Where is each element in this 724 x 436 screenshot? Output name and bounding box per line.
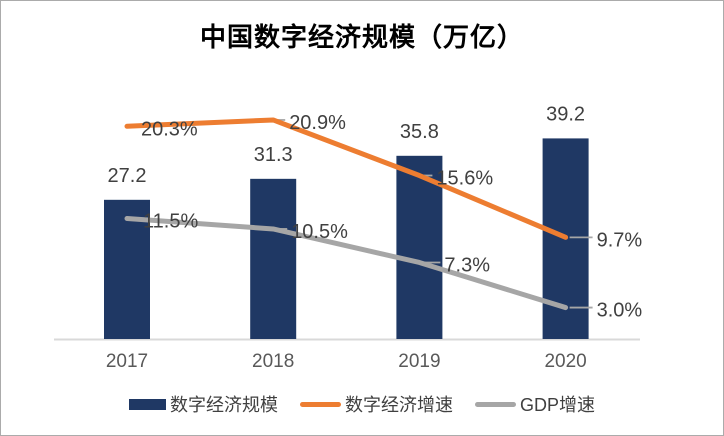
legend-item-gdp-growth: GDP增速 [474,391,595,417]
legend-swatch-gdp-growth [474,401,516,407]
x-tick-2019: 2019 [398,351,440,372]
bar-data-label-2019: 35.8 [400,121,439,143]
line-data-label-GDP增速-2018: 10.5% [291,221,348,243]
line-data-label-GDP增速-2020: 3.0% [597,300,643,322]
legend-swatch-bar [128,398,166,410]
legend-label-bar-series: 数字经济规模 [169,395,278,415]
legend: 数字经济规模 数字经济增速 GDP增速 [0,391,724,417]
bar-data-label-2020: 39.2 [546,103,585,125]
line-数字经济增速 [124,117,569,240]
legend-label-digital-growth: 数字经济增速 [344,395,453,415]
bar-2017 [104,199,150,339]
bar-2019 [396,155,443,339]
x-tick-2017: 2017 [106,351,148,372]
line-data-label-数字经济增速-2020: 9.7% [597,229,643,251]
line-data-label-数字经济增速-2019: 15.6% [436,168,493,190]
bar-data-label-2017: 27.2 [108,165,147,187]
bar-2018 [250,178,297,339]
chart-title: 中国数字经济规模（万亿） [199,22,524,52]
legend-swatch-digital-growth [299,401,341,407]
line-data-label-数字经济增速-2017: 20.3% [141,118,198,140]
line-data-label-数字经济增速-2018: 20.9% [289,112,346,134]
line-data-label-GDP增速-2019: 7.3% [444,254,490,276]
legend-label-gdp-growth: GDP增速 [519,395,595,415]
x-tick-2018: 2018 [252,351,294,372]
legend-item-digital-growth: 数字经济增速 [299,391,453,417]
legend-item-bar-series: 数字经济规模 [128,391,278,417]
line-GDP增速 [124,215,569,311]
line-data-label-GDP增速-2017: 11.5% [143,210,198,232]
x-tick-2020: 2020 [544,351,586,372]
bar-data-label-2018: 31.3 [254,144,293,166]
